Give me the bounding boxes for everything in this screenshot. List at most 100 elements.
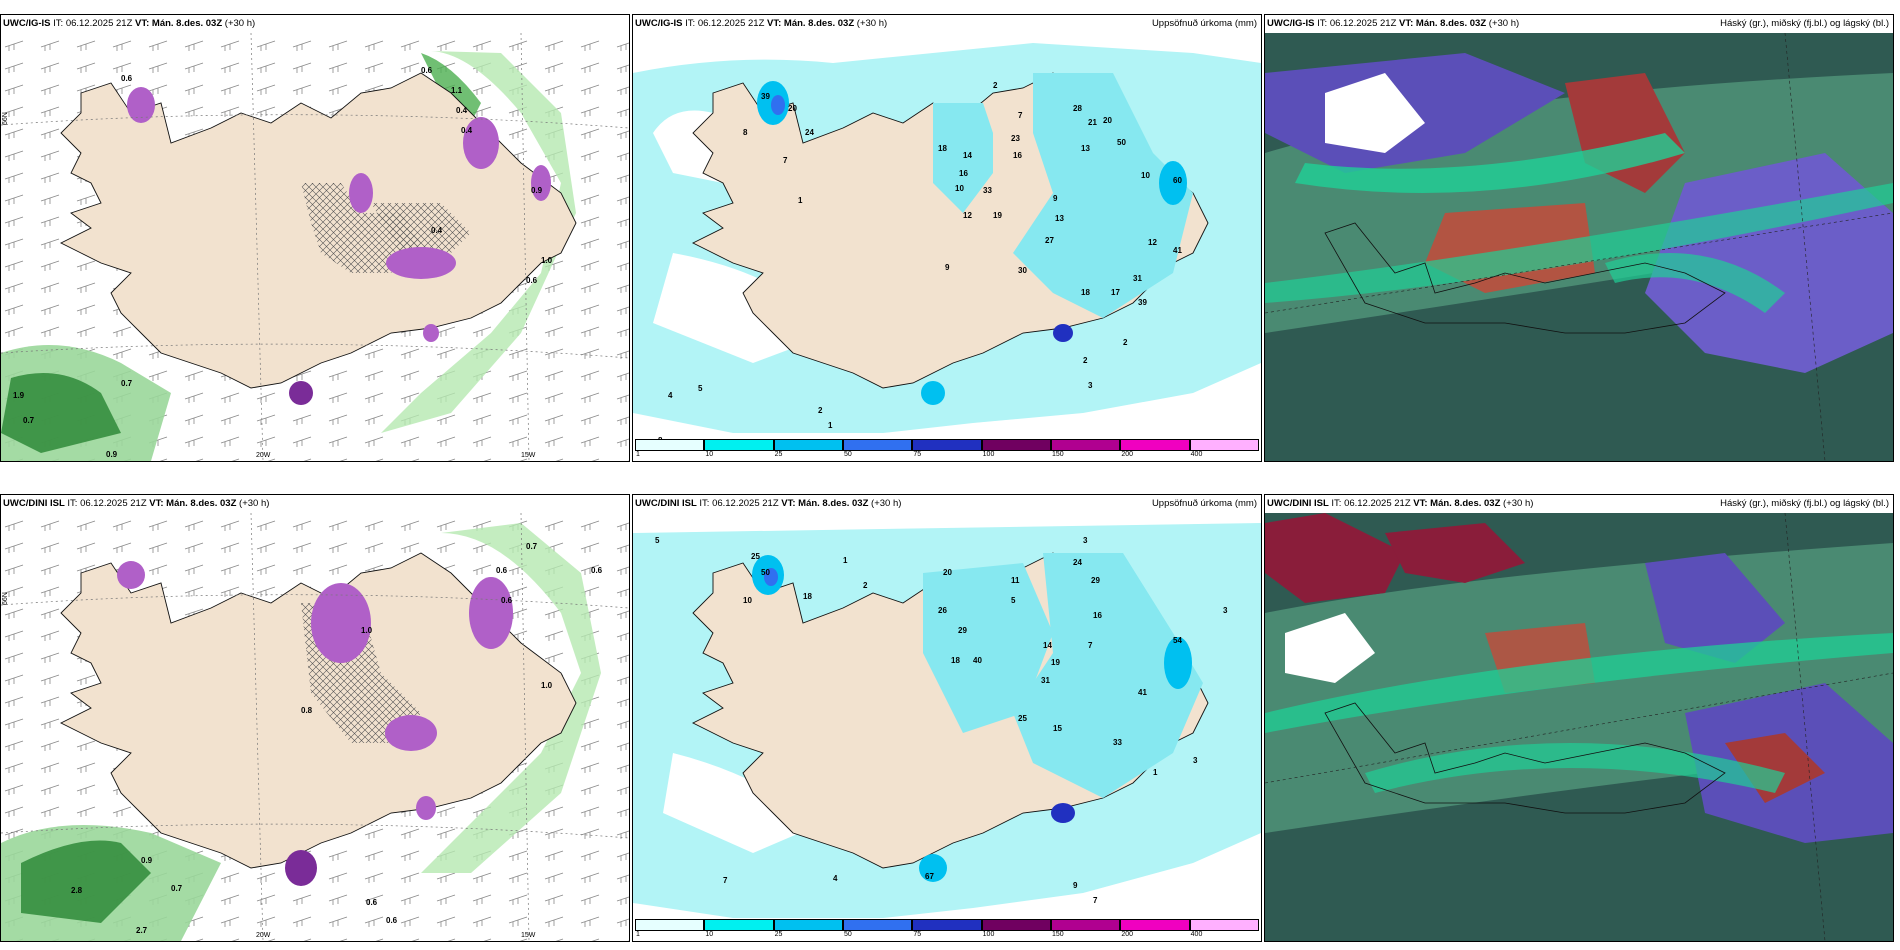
precip-value: 41 xyxy=(1138,688,1147,697)
precip-value: 13 xyxy=(1081,144,1090,153)
colorbar-tick: 10 xyxy=(705,931,714,938)
precip-value: 40 xyxy=(973,656,982,665)
wind-value: 0.4 xyxy=(431,226,443,235)
precip-value: 5 xyxy=(1011,596,1016,605)
wind-value: 0.4 xyxy=(461,126,473,135)
precip-value: 1 xyxy=(1153,768,1158,777)
wind-value: 1.0 xyxy=(541,681,553,690)
panel-wind-bottom: UWC/DINI ISL IT: 06.12.2025 21Z VT: Mán.… xyxy=(0,494,630,942)
colorbar-tick: 75 xyxy=(913,451,922,458)
precip-values: 5 25 50 10 18 1 2 20 26 29 40 18 11 5 24… xyxy=(655,536,1228,905)
wind-value: 0.6 xyxy=(591,566,603,575)
colorbar-swatch xyxy=(1189,919,1259,931)
wind-value: 0.9 xyxy=(106,450,118,459)
precip-value: 39 xyxy=(761,92,770,101)
precip-value: 10 xyxy=(1141,171,1150,180)
precip-value: 19 xyxy=(993,211,1002,220)
precip-value: 13 xyxy=(1055,214,1064,223)
cloud-map xyxy=(1265,33,1893,461)
precip-value: 19 xyxy=(1051,658,1060,667)
precip-value: 29 xyxy=(1091,576,1100,585)
precip-value: 24 xyxy=(805,128,814,137)
model-name: UWC/IG-IS xyxy=(3,18,51,29)
precip-value: 33 xyxy=(1113,738,1122,747)
wind-value: 0.6 xyxy=(501,596,513,605)
colorbar-swatch xyxy=(773,919,843,931)
precip-value: 7 xyxy=(783,156,788,165)
colorbar-swatch xyxy=(1120,919,1190,931)
colorbar-swatch xyxy=(912,439,982,451)
precip-value: 10 xyxy=(955,184,964,193)
colorbar-tick: 150 xyxy=(1052,931,1064,938)
precip-value: 28 xyxy=(1073,104,1082,113)
precip-value: 2 xyxy=(863,581,868,590)
precip-value: 7 xyxy=(1018,111,1023,120)
precip-value: 15 xyxy=(1053,724,1062,733)
wind-value: 0.7 xyxy=(171,884,183,893)
precip-value: 5 xyxy=(655,536,660,545)
precip-value: 14 xyxy=(963,151,972,160)
precip-value: 25 xyxy=(1018,714,1027,723)
precip-value: 1 xyxy=(843,556,848,565)
colorbar-tick: 25 xyxy=(774,451,783,458)
wind-map: 20W 15W 66N 0.7 0.6 1.0 0.8 0.6 2.8 0.9 … xyxy=(1,513,629,941)
precip-value: 16 xyxy=(1093,611,1102,620)
precip-value: 7 xyxy=(723,876,728,885)
lon-label: 20W xyxy=(256,452,271,459)
precip-value: 50 xyxy=(761,568,770,577)
precip-value: 33 xyxy=(983,186,992,195)
precip-value: 16 xyxy=(959,169,968,178)
lat-label: 66N xyxy=(2,112,9,125)
panel-header: UWC/IG-IS IT: 06.12.2025 21Z VT: Mán. 8.… xyxy=(635,18,1257,29)
precip-value: 26 xyxy=(938,606,947,615)
precip-value: 1 xyxy=(798,196,803,205)
colorbar-tick: 10 xyxy=(705,451,714,458)
colorbar-tick: 1 xyxy=(636,451,640,458)
wind-value: 0.6 xyxy=(421,66,433,75)
precip-value: 18 xyxy=(803,592,812,601)
precip-colorbar: 1 10 25 50 75 100 150 200 400 xyxy=(635,919,1259,939)
panel-precip-top: UWC/IG-IS IT: 06.12.2025 21Z VT: Mán. 8.… xyxy=(632,14,1262,462)
lon-label: 15W xyxy=(521,932,536,939)
precip-value: 2 xyxy=(993,81,998,90)
panel-header: UWC/IG-IS IT: 06.12.2025 21Z VT: Mán. 8.… xyxy=(1267,18,1889,29)
colorbar-tick: 100 xyxy=(982,931,995,938)
panel-clouds-top: UWC/IG-IS IT: 06.12.2025 21Z VT: Mán. 8.… xyxy=(1264,14,1894,462)
model-name: UWC/DINI ISL xyxy=(3,498,65,509)
colorbar-tick: 50 xyxy=(844,451,852,458)
precip-values: 39 20 24 8 7 1 18 14 16 10 33 19 12 9 2 … xyxy=(658,81,1182,445)
wind-value: 0.9 xyxy=(531,186,543,195)
colorbar-tick: 25 xyxy=(774,931,783,938)
colorbar-tick: 50 xyxy=(844,931,852,938)
precip-value: 11 xyxy=(1011,576,1020,585)
wind-value: 0.4 xyxy=(456,106,468,115)
wind-value: 0.9 xyxy=(141,856,153,865)
precip-value: 3 xyxy=(1083,536,1088,545)
wind-value: 2.8 xyxy=(71,886,83,895)
colorbar-swatch xyxy=(1051,919,1121,931)
panel-title: Uppsöfnuð úrkoma (mm) xyxy=(1151,498,1257,509)
precip-value: 12 xyxy=(963,211,972,220)
panel-header: UWC/DINI ISL IT: 06.12.2025 21Z VT: Mán.… xyxy=(1267,498,1889,509)
colorbar-tick: 100 xyxy=(982,451,995,458)
colorbar-swatch xyxy=(912,919,982,931)
precip-value: 3 xyxy=(1223,606,1228,615)
precip-value: 31 xyxy=(1041,676,1050,685)
panel-precip-bottom: UWC/DINI ISL IT: 06.12.2025 21Z VT: Mán.… xyxy=(632,494,1262,942)
colorbar-swatch xyxy=(704,439,774,451)
wind-value: 2.7 xyxy=(136,926,148,935)
wind-value: 1.0 xyxy=(541,256,553,265)
colorbar-tick: 400 xyxy=(1190,451,1203,458)
colorbar-swatch xyxy=(773,439,843,451)
precip-value: 8 xyxy=(743,128,748,137)
colorbar-tick: 75 xyxy=(913,931,922,938)
wind-value: 1.1 xyxy=(451,86,463,95)
precip-value: 9 xyxy=(945,263,950,272)
precip-value: 20 xyxy=(943,568,952,577)
precip-value: 4 xyxy=(668,391,673,400)
precip-value: 17 xyxy=(1111,288,1120,297)
precip-value: 12 xyxy=(1148,238,1157,247)
precip-value: 18 xyxy=(951,656,960,665)
precip-value: 2 xyxy=(1123,338,1128,347)
colorbar-swatch xyxy=(1189,439,1259,451)
